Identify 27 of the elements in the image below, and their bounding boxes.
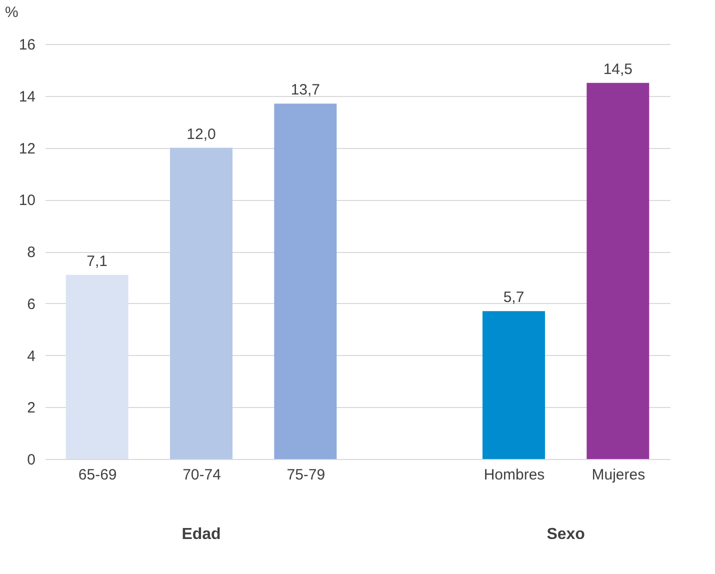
- data-label: 14,5: [603, 60, 633, 78]
- y-tick-label: 10: [18, 192, 36, 210]
- text: Edad: [182, 526, 221, 543]
- y-tick-label: 2: [27, 400, 36, 417]
- data-label: 13,7: [290, 82, 320, 99]
- x-tick-label: 70-74: [182, 466, 221, 484]
- bar: [66, 274, 128, 459]
- x-tick-label: 65-69: [78, 466, 117, 484]
- y-tick-label: 12: [18, 140, 36, 158]
- bar: [482, 311, 545, 459]
- y-tick-label: 8: [27, 244, 36, 261]
- bar: [586, 82, 650, 459]
- y-tick-label: 16: [18, 36, 36, 54]
- bar: [170, 148, 232, 459]
- x-tick-label: 75-79: [286, 466, 326, 484]
- y-tick-label: 14: [18, 88, 36, 106]
- y-tick-label: 6: [27, 296, 36, 313]
- y-tick-label: 0: [27, 452, 36, 468]
- y-axis-title: %: [5, 4, 18, 21]
- data-label: 7,1: [86, 252, 108, 270]
- y-tick-label: 4: [27, 348, 36, 365]
- text: Sexo: [546, 526, 586, 543]
- x-tick-label: Mujeres: [592, 466, 646, 484]
- x-tick-label: Hombres: [484, 466, 545, 484]
- data-label: 5,7: [503, 289, 524, 306]
- data-label: 12,0: [186, 126, 216, 143]
- bar: [274, 104, 337, 459]
